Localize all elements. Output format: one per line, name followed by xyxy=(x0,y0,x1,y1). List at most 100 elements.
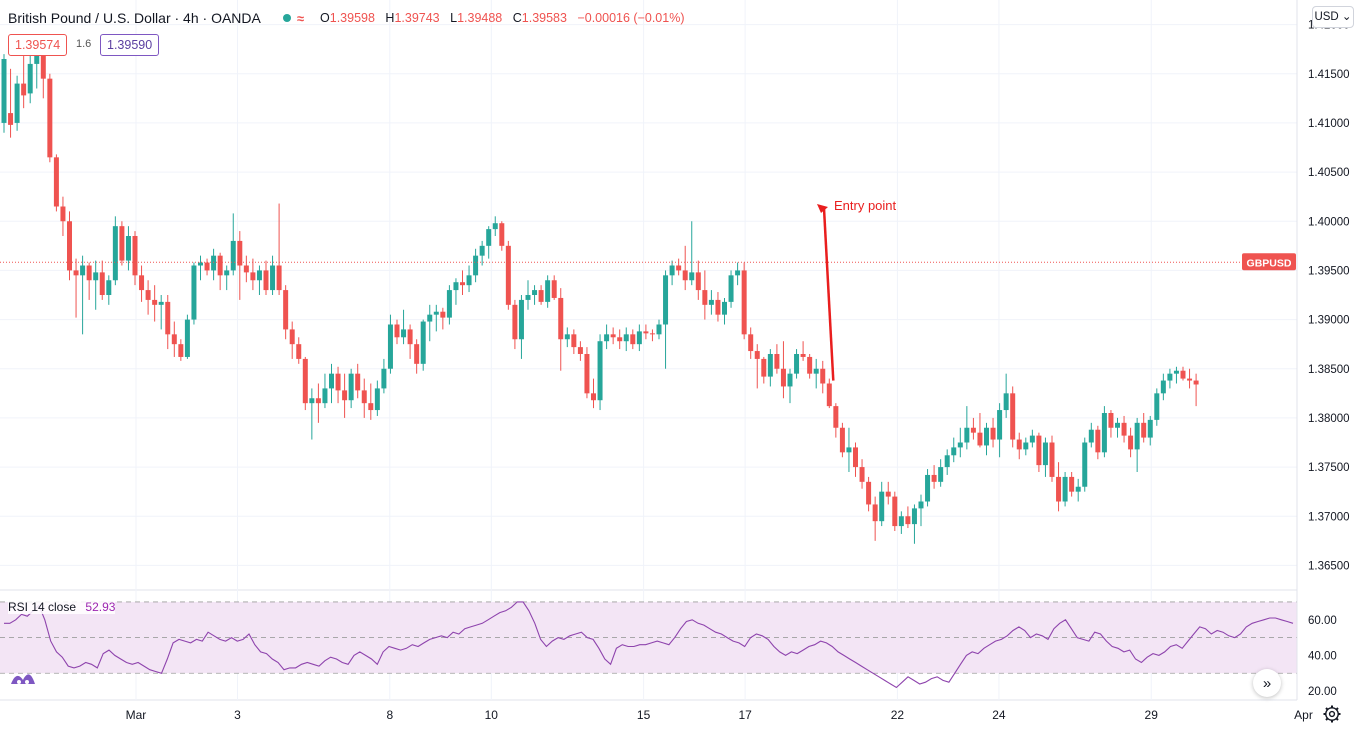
close-value: 1.39583 xyxy=(521,11,567,25)
candle-body xyxy=(695,272,701,291)
candle-body xyxy=(1108,413,1114,428)
gear-icon[interactable] xyxy=(1322,704,1342,724)
candle-body xyxy=(446,290,452,318)
candle-body xyxy=(67,221,72,271)
rsi-tick-label: 40.00 xyxy=(1308,650,1337,662)
candle-body xyxy=(1187,378,1193,381)
grid-layer xyxy=(0,0,1365,701)
candle-body xyxy=(473,255,479,276)
time-tick-label: 29 xyxy=(1145,708,1159,722)
candle-body xyxy=(1062,476,1068,502)
candle-body xyxy=(132,236,138,276)
candle-body xyxy=(643,331,649,334)
candle-body xyxy=(250,272,256,281)
symbol-header: British Pound / U.S. Dollar · 4h · OANDA… xyxy=(8,8,684,28)
scroll-to-realtime-button[interactable]: » xyxy=(1253,669,1281,697)
candle-body xyxy=(1088,429,1094,443)
candle-body xyxy=(951,447,957,456)
candle-body xyxy=(990,427,996,440)
price-tick-label: 1.38000 xyxy=(1308,413,1350,425)
candle-body xyxy=(355,373,361,391)
candle-body xyxy=(577,347,583,354)
tradingview-logo-icon[interactable] xyxy=(9,666,37,690)
high-label: H xyxy=(385,11,395,25)
rsi-line xyxy=(4,601,1294,689)
candle-body xyxy=(1101,413,1107,453)
candle-body xyxy=(885,491,891,497)
candle-body xyxy=(807,356,813,374)
candle-body xyxy=(898,516,904,527)
candle-body xyxy=(112,226,118,281)
candle-body xyxy=(479,245,485,256)
low-value: 1.39488 xyxy=(457,11,503,25)
candle-body xyxy=(918,501,924,509)
open-label: O xyxy=(320,11,330,25)
candle-body xyxy=(754,351,760,359)
price-tick-label: 1.41500 xyxy=(1308,69,1350,81)
candle-body xyxy=(1049,442,1055,477)
candle-body xyxy=(256,270,262,281)
candle-body xyxy=(1010,393,1016,440)
candle-body xyxy=(518,299,524,340)
candle-body xyxy=(859,467,865,482)
buy-button[interactable]: 1.39590 xyxy=(100,34,160,56)
rsi-pane xyxy=(0,601,1297,689)
candle-body xyxy=(60,206,66,222)
candle-body xyxy=(977,432,983,446)
sell-button[interactable]: 1.39574 xyxy=(8,34,68,56)
price-tick-label: 1.37000 xyxy=(1308,511,1350,523)
candle-body xyxy=(780,368,786,387)
symbol-tag-bg xyxy=(1242,253,1296,271)
candle-body xyxy=(204,262,210,271)
candle-body xyxy=(636,331,642,345)
candle-body xyxy=(178,344,184,357)
rsi-tick-label: 60.00 xyxy=(1308,615,1337,627)
candle-body xyxy=(289,329,295,345)
symbol-title[interactable]: British Pound / U.S. Dollar · 4h · OANDA xyxy=(8,10,261,26)
candle-body xyxy=(230,240,236,271)
candle-body xyxy=(374,388,380,411)
candle-body xyxy=(139,275,145,291)
price-tick-label: 1.39500 xyxy=(1308,265,1350,277)
candle-body xyxy=(1134,422,1140,450)
candle-body xyxy=(1003,393,1009,411)
candle-body xyxy=(1056,476,1062,502)
candle-body xyxy=(702,290,708,305)
candle-body xyxy=(263,270,269,291)
time-tick-label: 17 xyxy=(738,708,752,722)
candle-body xyxy=(53,157,59,207)
candle-body xyxy=(499,223,505,246)
candle-body xyxy=(669,265,675,276)
candle-body xyxy=(270,265,276,291)
candle-body xyxy=(40,46,46,79)
candle-body xyxy=(787,373,793,387)
rsi-legend[interactable]: RSI 14 close 52.93 xyxy=(8,600,116,614)
candle-body xyxy=(152,299,158,305)
candle-body xyxy=(610,334,616,338)
candle-body xyxy=(296,344,302,359)
time-tick-label: 15 xyxy=(637,708,651,722)
candle-body xyxy=(617,337,623,342)
candle-body xyxy=(722,301,727,315)
candle-body xyxy=(99,272,105,295)
double-chevron-right-icon: » xyxy=(1262,674,1272,692)
chevron-down-icon: ⌄ xyxy=(1341,11,1352,23)
candle-body xyxy=(735,270,741,276)
symbol-tag: GBPUSD xyxy=(1247,257,1292,269)
candle-body xyxy=(604,334,610,342)
candle-body xyxy=(1160,380,1166,394)
candle-body xyxy=(224,270,230,276)
candle-body xyxy=(1128,435,1134,450)
candle-body xyxy=(623,334,629,342)
candle-body xyxy=(1075,486,1081,492)
candle-body xyxy=(584,354,590,394)
candle-body xyxy=(905,516,911,525)
candle-body xyxy=(302,358,308,404)
spread-value: 1.6 xyxy=(76,38,92,50)
candle-body xyxy=(453,282,459,291)
candle-body xyxy=(866,481,872,505)
candle-body xyxy=(715,299,721,315)
currency-dropdown[interactable]: USD ⌄ xyxy=(1312,6,1354,28)
